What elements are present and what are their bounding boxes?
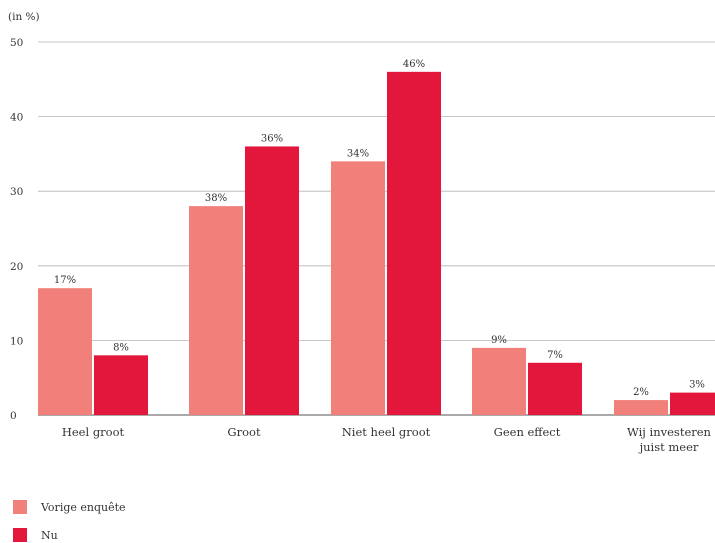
value-label: 36%: [261, 133, 283, 144]
y-tick-label: 50: [10, 37, 23, 49]
legend: Vorige enquête Nu: [13, 500, 126, 542]
category-label: juist meer: [638, 440, 699, 454]
value-labels: 17% 8% 38% 36% 34% 46% 9% 7% 2% 3%: [54, 59, 705, 398]
value-label: 38%: [205, 193, 227, 204]
y-tick-label: 20: [10, 261, 23, 273]
legend-swatch: [13, 528, 27, 542]
bar-nu-0: [94, 355, 148, 415]
category-label: Geen effect: [494, 425, 561, 439]
legend-label: Nu: [41, 529, 58, 542]
bar-vorige-2: [331, 161, 385, 415]
bar-vorige-1: [189, 206, 243, 415]
value-label: 3%: [689, 380, 705, 391]
value-label: 46%: [403, 59, 425, 70]
value-label: 2%: [633, 387, 649, 398]
y-axis-ticks: 0 10 20 30 40 50: [10, 37, 23, 422]
bar-nu-4: [670, 392, 715, 415]
category-label: Wij investeren: [627, 425, 712, 439]
bars: [38, 71, 715, 415]
y-tick-label: 40: [10, 112, 23, 124]
y-tick-label: 30: [10, 186, 23, 198]
value-label: 17%: [54, 275, 76, 286]
legend-swatch: [13, 500, 27, 514]
category-label: Heel groot: [62, 425, 125, 439]
y-tick-label: 10: [10, 335, 23, 347]
y-tick-label: 0: [10, 410, 17, 422]
category-label: Niet heel groot: [342, 425, 431, 439]
bar-nu-3: [528, 362, 582, 415]
y-axis-unit-label: (in %): [8, 11, 40, 23]
bar-vorige-4: [614, 400, 668, 415]
value-label: 8%: [113, 342, 129, 353]
bar-vorige-3: [472, 347, 526, 415]
value-label: 7%: [547, 350, 563, 361]
value-label: 34%: [347, 148, 369, 159]
bar-nu-2: [387, 71, 441, 415]
value-label: 9%: [491, 335, 507, 346]
category-label: Groot: [227, 425, 261, 439]
bar-vorige-0: [38, 288, 92, 415]
legend-label: Vorige enquête: [40, 501, 126, 514]
bar-nu-1: [245, 146, 299, 415]
x-axis-category-labels: Heel groot Groot Niet heel groot Geen effec…: [62, 425, 712, 454]
